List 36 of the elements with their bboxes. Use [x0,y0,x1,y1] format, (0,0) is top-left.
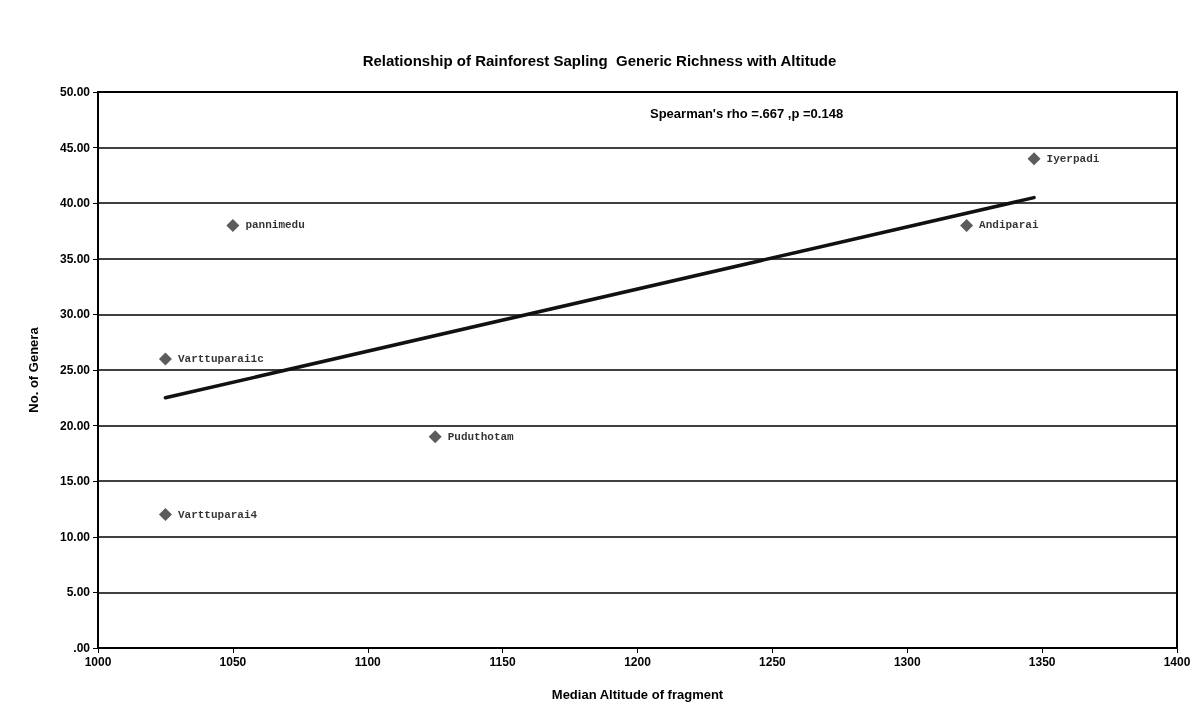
y-tick-label: 45.00 [59,140,91,155]
x-axis-title: Median Altitude of fragment [551,687,724,702]
annotation: Spearman's rho =.667 ,p =0.148 [650,106,844,121]
x-tick-label: 1250 [759,655,787,669]
x-tick-label: 1150 [489,655,516,669]
point [428,430,442,444]
chart-title: Relationship of Rainforest Sapling Generic Richness with Altitude [362,52,837,69]
y-tick-label: 10.00 [59,529,91,544]
series-label: Iyerpadi [1046,152,1100,165]
y-tick-label: .00 [73,641,91,655]
series-label: Andiparai [979,219,1039,232]
y-axis-title: No. of Genera [26,326,41,413]
y-tick-label: 50.00 [59,85,91,99]
y-tick-label: 30.00 [59,307,91,322]
point [226,218,240,232]
x-tick-label: 1200 [624,655,652,669]
y-tick-label: 40.00 [59,196,91,211]
series-label: Varttuparai4 [177,508,258,521]
x-tick-label: 1300 [893,655,921,669]
series-label: pannimedu [245,219,305,232]
series-label: Puduthotam [447,430,515,443]
point [158,508,172,522]
y-tick-label: 25.00 [59,363,91,377]
point [158,352,172,366]
y-tick-label: 15.00 [59,474,91,489]
x-tick-label: 1100 [354,655,382,669]
point [960,218,974,232]
y-tick-label: 20.00 [59,418,91,433]
x-tick-label: 1400 [1163,655,1191,669]
x-tick-label: 1350 [1028,655,1056,669]
x-tick-label: 1050 [219,655,247,669]
y-tick-label: 5.00 [66,585,91,600]
x-tick-label: 1000 [84,655,112,669]
y-tick-label: 35.00 [59,251,91,266]
point [1027,152,1041,166]
series-label: Varttuparai1c [177,352,264,365]
